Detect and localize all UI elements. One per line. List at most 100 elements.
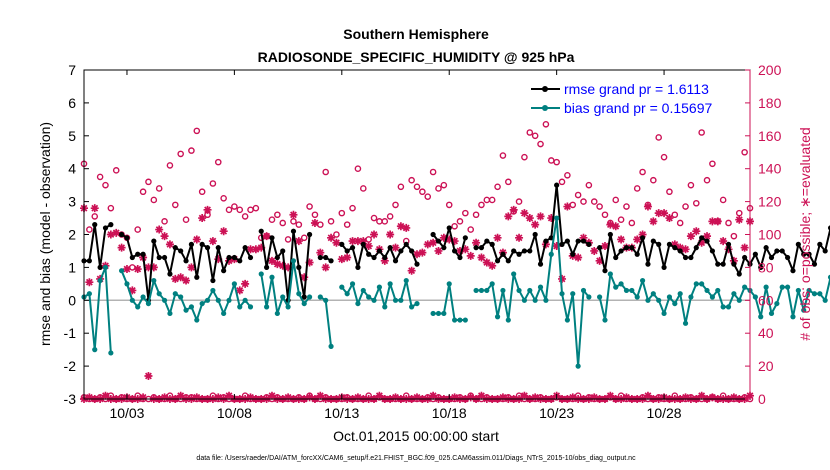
rmse-marker xyxy=(387,245,393,251)
rmse-marker xyxy=(672,245,678,251)
y-tick-label: -2 xyxy=(64,358,77,374)
legend-bias-marker xyxy=(542,105,548,111)
bias-marker xyxy=(376,284,383,290)
obs-evaluated-marker xyxy=(225,391,234,400)
rmse-marker xyxy=(564,238,570,244)
rmse-marker xyxy=(247,254,254,261)
obs-possible-marker xyxy=(494,183,501,191)
rmse-marker xyxy=(161,254,168,261)
obs-evaluated-marker xyxy=(643,202,652,211)
obs-possible-marker xyxy=(327,218,335,225)
obs-possible-marker xyxy=(198,188,206,196)
obs-possible-marker xyxy=(274,211,281,219)
bias-marker xyxy=(666,294,673,300)
bias-marker xyxy=(564,317,570,323)
obs-possible-marker xyxy=(295,221,303,228)
obs-evaluated-marker xyxy=(708,217,717,226)
obs-possible-marker xyxy=(564,171,571,179)
rmse-marker xyxy=(784,254,791,261)
chart-subtitle: RADIOSONDE_SPECIFIC_HUMIDITY @ 925 hPa xyxy=(258,49,575,65)
bias-marker xyxy=(618,281,624,287)
obs-possible-marker xyxy=(617,216,625,223)
obs-evaluated-marker xyxy=(461,245,470,254)
obs-possible-marker xyxy=(537,140,544,148)
obs-evaluated-marker xyxy=(665,214,674,223)
bias-marker xyxy=(92,347,98,353)
bias-marker xyxy=(602,317,608,323)
rmse-marker xyxy=(376,248,383,254)
bias-marker xyxy=(392,297,399,303)
bias-marker xyxy=(280,294,286,300)
rmse-marker xyxy=(779,248,785,254)
rmse-marker xyxy=(178,248,184,254)
obs-evaluated-marker xyxy=(160,393,169,402)
bias-marker xyxy=(731,291,737,297)
bias-marker xyxy=(511,271,517,277)
obs-possible-marker xyxy=(531,132,539,140)
bias-marker xyxy=(682,320,689,326)
bias-marker xyxy=(371,297,377,303)
bias-marker xyxy=(446,281,452,287)
rmse-marker xyxy=(752,251,758,257)
obs-possible-marker xyxy=(671,211,679,219)
obs-evaluated-marker xyxy=(380,256,389,265)
obs-evaluated-marker xyxy=(498,393,507,402)
y2-tick-label: 80 xyxy=(758,259,774,275)
obs-evaluated-marker xyxy=(198,214,207,223)
bias-marker xyxy=(457,317,463,323)
rmse-marker xyxy=(478,245,485,251)
obs-possible-marker xyxy=(580,198,587,205)
obs-possible-marker xyxy=(585,181,593,189)
y2-tick-label: 120 xyxy=(758,194,782,210)
obs-possible-marker xyxy=(612,196,620,204)
rmse-marker xyxy=(575,238,581,244)
obs-evaluated-marker xyxy=(176,273,185,282)
rmse-marker xyxy=(264,264,270,270)
y-tick-label: 0 xyxy=(68,292,76,308)
obs-evaluated-marker xyxy=(520,391,529,400)
rmse-marker xyxy=(639,235,646,241)
obs-possible-marker xyxy=(241,213,249,220)
y2-tick-label: 60 xyxy=(758,292,774,308)
obs-evaluated-marker xyxy=(525,214,534,223)
bias-marker xyxy=(366,294,372,300)
obs-evaluated-marker xyxy=(735,215,744,224)
y2-tick-label: 100 xyxy=(758,227,782,243)
obs-possible-marker xyxy=(676,219,684,227)
rmse-marker xyxy=(301,294,307,300)
y-tick-label: 4 xyxy=(68,161,76,177)
bias-marker xyxy=(274,310,280,317)
obs-evaluated-marker xyxy=(386,230,395,239)
rmse-marker xyxy=(817,241,823,247)
bias-marker xyxy=(247,304,254,310)
bias-marker xyxy=(672,300,678,307)
bias-marker xyxy=(188,304,195,310)
obs-evaluated-marker xyxy=(515,233,524,242)
bias-marker xyxy=(328,343,334,349)
obs-evaluated-marker xyxy=(133,265,142,274)
obs-possible-marker xyxy=(408,176,415,184)
bias-marker xyxy=(398,297,404,303)
obs-evaluated-marker xyxy=(316,248,325,257)
rmse-marker xyxy=(489,241,495,247)
rmse-marker xyxy=(414,261,420,267)
obs-possible-marker xyxy=(279,219,287,227)
obs-evaluated-marker xyxy=(117,243,126,252)
bias-marker xyxy=(720,304,726,310)
obs-evaluated-marker xyxy=(208,237,217,246)
rmse-marker xyxy=(339,241,345,247)
obs-evaluated-marker xyxy=(477,391,486,400)
bias-marker xyxy=(801,307,807,313)
bias-marker xyxy=(462,317,468,323)
obs-evaluated-marker xyxy=(450,237,459,246)
rmse-marker xyxy=(720,261,726,267)
obs-possible-marker xyxy=(397,183,405,191)
obs-possible-marker xyxy=(359,185,367,192)
bias-marker xyxy=(527,287,533,294)
obs-evaluated-marker xyxy=(155,225,164,234)
obs-evaluated-marker xyxy=(284,263,293,272)
rmse-marker xyxy=(210,277,216,284)
bias-marker xyxy=(360,287,366,294)
bias-marker xyxy=(140,294,146,300)
rmse-marker xyxy=(758,264,764,270)
